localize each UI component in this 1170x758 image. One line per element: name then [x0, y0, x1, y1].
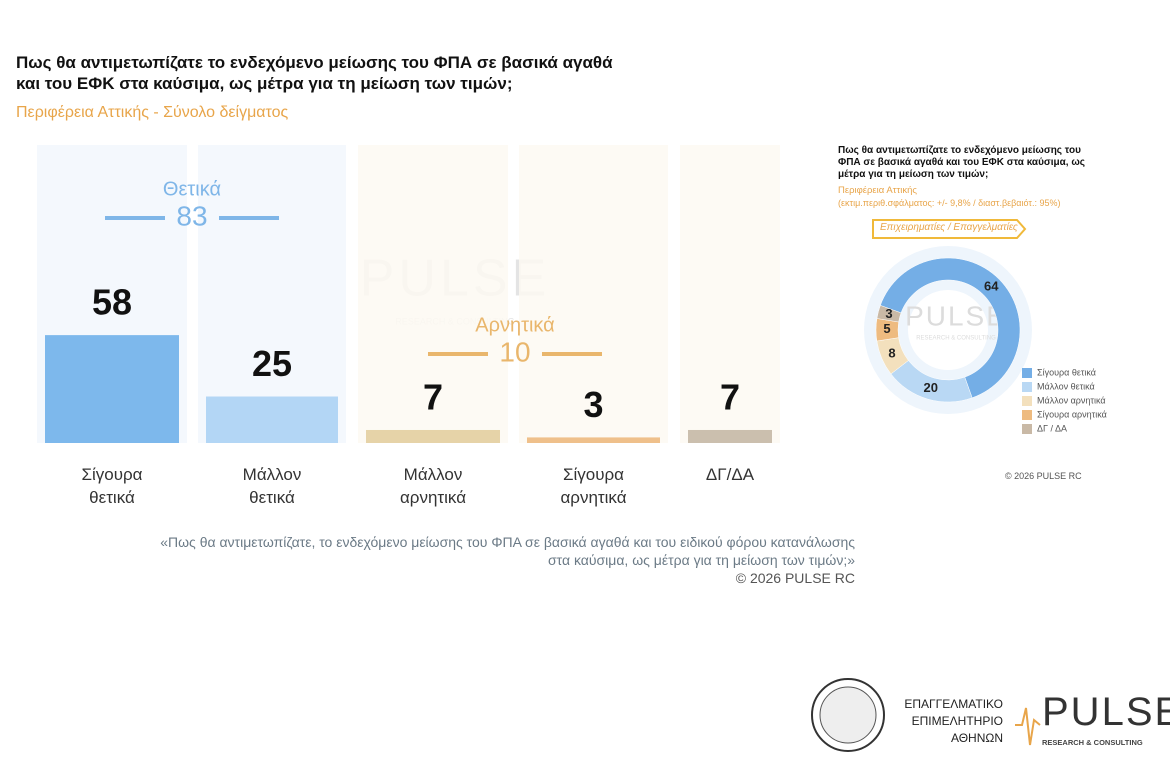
legend-label: Σίγουρα θετικά [1037, 367, 1096, 377]
category-label: ΔΓ/ΔΑ [705, 465, 755, 484]
watermark: PULSE [905, 300, 1007, 331]
bar [45, 335, 179, 443]
legend-swatch [1022, 410, 1032, 420]
legend-swatch [1022, 396, 1032, 406]
legend-label: Μάλλον θετικά [1037, 381, 1095, 391]
footer-copyright: © 2026 PULSE RC [735, 570, 855, 586]
donut-copyright: © 2026 PULSE RC [1005, 471, 1082, 481]
donut-title: Πως θα αντιμετωπίζατε το ενδεχόμενο μείω… [838, 145, 1085, 180]
donut-segment [880, 257, 1021, 399]
chart-subtitle: Περιφέρεια Αττικής - Σύνολο δείγματος [16, 104, 289, 121]
column-bg [198, 145, 346, 443]
legend-label: ΔΓ / ΔΑ [1037, 423, 1067, 433]
group-value: 83 [176, 200, 207, 231]
donut-segment [876, 305, 902, 323]
legend-swatch [1022, 424, 1032, 434]
legend-swatch [1022, 382, 1032, 392]
footer-question: «Πως θα αντιμετωπίζατε, το ενδεχόμενο με… [160, 534, 855, 568]
column-bg [680, 145, 780, 443]
bar [206, 396, 338, 443]
chamber-emblem [811, 678, 885, 752]
chamber-emblem-inner [819, 686, 877, 744]
chamber-name: ΕΠΑΓΓΕΛΜΑΤΙΚΟ ΕΠΙΜΕΛΗΤΗΡΙΟ ΑΘΗΝΩΝ [880, 696, 1003, 747]
column-bg [519, 145, 668, 443]
value-label: 3 [583, 384, 603, 425]
value-label: 5 [883, 321, 890, 336]
chamber-line: ΑΘΗΝΩΝ [950, 731, 1003, 745]
value-label: 64 [984, 278, 999, 293]
bar [688, 429, 772, 443]
bar [527, 437, 660, 443]
value-label: 7 [423, 376, 443, 417]
category-label: Σίγουρα αρνητικά [560, 465, 627, 507]
chamber-line: ΕΠΙΜΕΛΗΤΗΡΙΟ [911, 714, 1003, 728]
segment-tag [872, 219, 1027, 239]
value-label: 7 [720, 376, 740, 417]
group-label: Αρνητικά [475, 314, 555, 336]
category-label: Μάλλον θετικά [242, 465, 302, 507]
donut-segment: Επιχειρηματίες / Επαγγελματίες [880, 222, 1018, 233]
bar [366, 429, 500, 443]
chamber-line: ΕΠΑΓΓΕΛΜΑΤΙΚΟ [904, 697, 1003, 711]
chart-title: Πως θα αντιμετωπίζατε το ενδεχόμενο μείω… [16, 53, 613, 93]
watermark-sub: RESEARCH & CONSULTING [916, 336, 996, 342]
value-label: 8 [888, 345, 895, 360]
value-label: 25 [252, 343, 292, 384]
category-label: Σίγουρα θετικά [81, 465, 143, 507]
group-value: 10 [499, 336, 530, 367]
pulse-logo: PULSE [1042, 690, 1170, 734]
column-bg [358, 145, 508, 443]
group-label: Θετικά [163, 178, 221, 200]
donut-halo-inner [908, 290, 988, 370]
legend-swatch [1022, 368, 1032, 378]
pulse-line [1015, 707, 1041, 746]
legend-label: Μάλλον αρνητικά [1037, 395, 1106, 405]
donut-subtitle: Περιφέρεια Αττικής [838, 185, 917, 196]
donut-note: (εκτιμ.περιθ.σφάλματος: +/- 9,8% / διαστ… [838, 198, 1061, 208]
value-label: 58 [92, 282, 132, 323]
value-label: 3 [885, 306, 892, 321]
category-label: Μάλλον αρνητικά [399, 465, 467, 507]
pulse-logo-sub: RESEARCH & CONSULTING [1042, 738, 1143, 747]
value-label: 20 [924, 380, 938, 395]
legend-label: Σίγουρα αρνητικά [1037, 409, 1107, 419]
